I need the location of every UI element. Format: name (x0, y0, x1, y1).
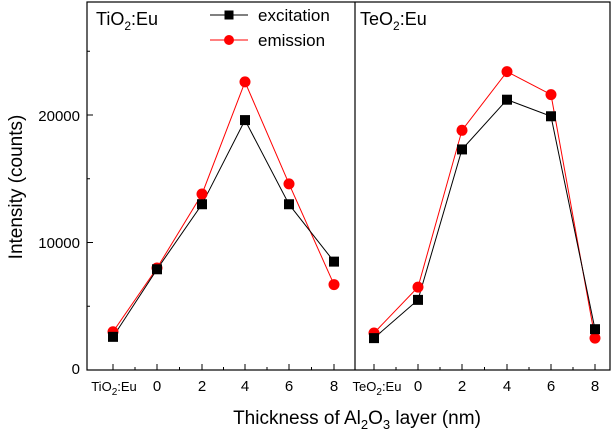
panel-1-first-tick-label: TiO2:Eu (91, 379, 137, 398)
data-point-excitation (457, 144, 467, 155)
x-axis-title: Thickness of Al2O3 layer (nm) (233, 408, 481, 432)
data-point-excitation (240, 115, 250, 126)
x-tick-label-4: 4 (241, 378, 249, 395)
series-line-emission (112, 80, 335, 333)
data-point-emission (412, 281, 424, 293)
data-point-excitation (369, 333, 379, 344)
data-point-emission (501, 66, 513, 78)
data-point-excitation (152, 264, 162, 275)
data-point-emission (196, 188, 208, 200)
data-point-emission (456, 124, 468, 136)
y-tick-label-20000: 20000 (38, 108, 80, 125)
panel-2-title: TeO2:Eu (360, 9, 427, 33)
x-tick-label-2: 2 (458, 378, 466, 395)
data-point-excitation (546, 111, 556, 122)
x-tick-label-0: 0 (414, 378, 422, 395)
legend-excitation-marker (224, 10, 234, 20)
data-point-emission (283, 178, 295, 190)
panel-2-first-tick-label: TeO2:Eu (353, 379, 402, 398)
x-tick-label-0: 0 (153, 378, 161, 395)
data-point-emission (545, 89, 557, 101)
x-tick-label-6: 6 (547, 378, 555, 395)
y-axis-title: Intensity (counts) (6, 115, 27, 260)
legend-emission-marker (224, 35, 234, 45)
y-tick-label-0: 0 (72, 361, 80, 378)
x-tick-label-8: 8 (591, 378, 599, 395)
series-line-excitation (112, 119, 335, 338)
x-tick-label-2: 2 (198, 378, 206, 395)
data-point-excitation (413, 294, 423, 305)
legend-emission-label: emission (258, 31, 325, 50)
data-point-emission (328, 279, 340, 291)
x-tick-label-4: 4 (503, 378, 511, 395)
y-tick-label-10000: 10000 (38, 235, 80, 252)
x-tick-label-8: 8 (330, 378, 338, 395)
data-point-excitation (197, 199, 207, 210)
data-point-emission (589, 332, 601, 344)
data-point-excitation (502, 94, 512, 105)
data-point-excitation (108, 331, 118, 342)
plot-area: 0 2 4 6 8 0 2 4 6 8 (86, 1, 611, 395)
plot-frame (86, 1, 611, 371)
x-tick-label-6: 6 (285, 378, 293, 395)
data-point-excitation (284, 199, 294, 210)
series-line-excitation (373, 99, 596, 339)
data-point-emission (239, 76, 251, 88)
panel-1-title: TiO2:Eu (96, 9, 158, 33)
data-point-excitation (329, 256, 339, 267)
series-line-emission (373, 71, 596, 339)
legend: excitation emission (210, 6, 330, 50)
data-point-excitation (590, 324, 600, 335)
legend-excitation-label: excitation (258, 6, 330, 25)
